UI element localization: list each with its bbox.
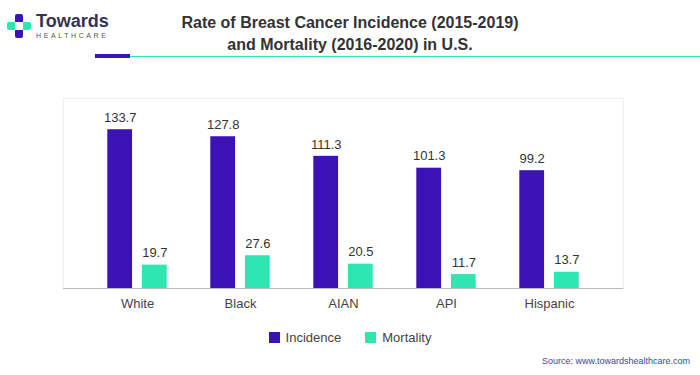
svg-text:99.2: 99.2: [520, 151, 545, 166]
svg-text:111.3: 111.3: [311, 136, 342, 151]
html-text:Source: www.towardshealthcare.: Source: www.towardshealthcare.com: [541, 356, 690, 366]
html-text:Incidence: Incidence: [285, 330, 342, 345]
svg-text:11.7: 11.7: [452, 255, 476, 270]
svg-text:Black: Black: [225, 296, 257, 311]
html-text:HEALTHCARE: HEALTHCARE: [36, 32, 109, 39]
svg-text:Hispanic: Hispanic: [525, 296, 575, 311]
html-text:Rate of Breast Cancer Incidenc: Rate of Breast Cancer Incidence (2015-20…: [181, 14, 519, 53]
svg-text:20.5: 20.5: [348, 244, 373, 259]
svg-text:101.3: 101.3: [413, 148, 446, 163]
svg-text:19.7: 19.7: [142, 245, 167, 260]
svg-text:13.7: 13.7: [554, 252, 579, 267]
svg-text:133.7: 133.7: [104, 110, 137, 125]
svg-text:127.8: 127.8: [207, 117, 240, 132]
svg-text:White: White: [121, 296, 154, 311]
svg-text:27.6: 27.6: [245, 236, 270, 251]
html-text:Towards: Towards: [36, 11, 109, 31]
svg-text:AIAN: AIAN: [328, 296, 358, 311]
svg-text:API: API: [436, 296, 457, 311]
html-text:Mortality: Mortality: [382, 330, 432, 345]
